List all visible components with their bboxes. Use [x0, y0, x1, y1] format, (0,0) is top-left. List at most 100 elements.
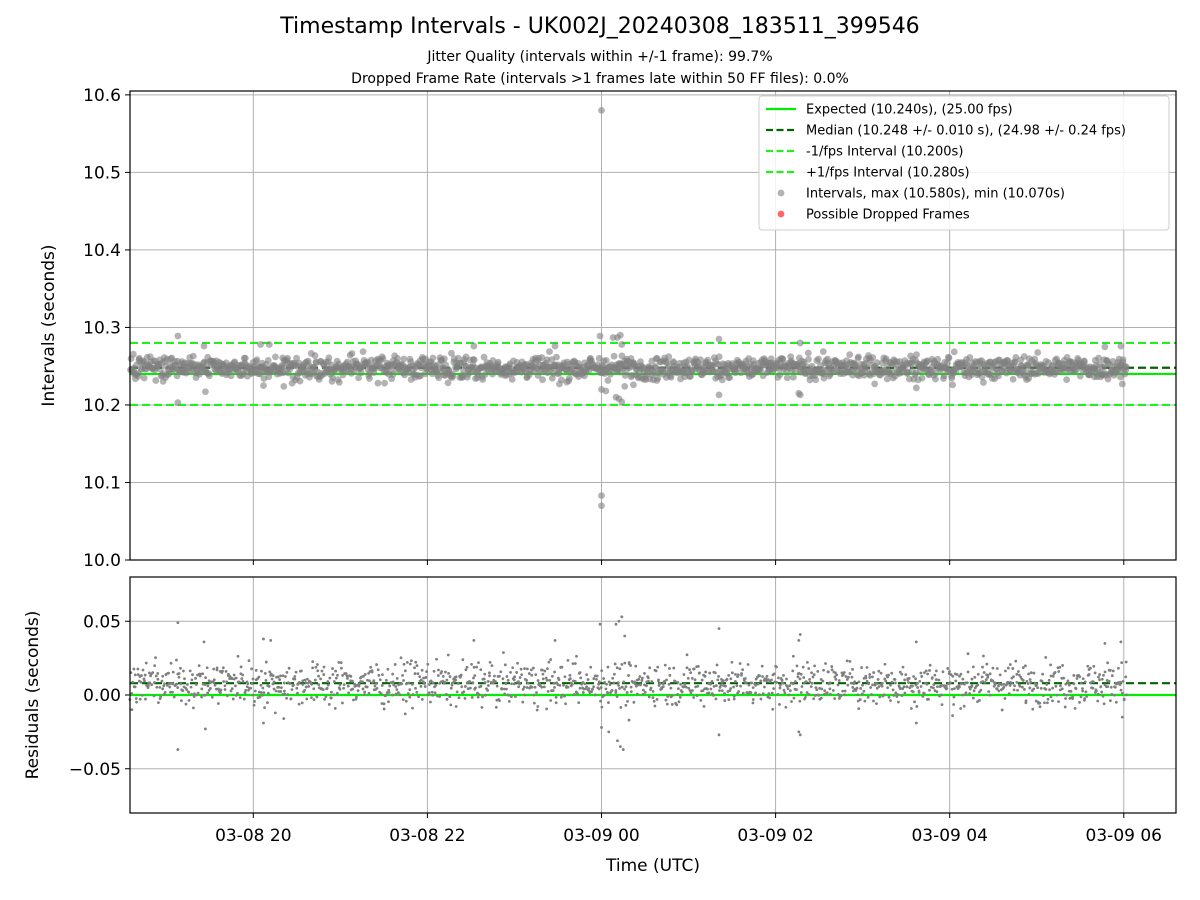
data-point: [919, 685, 923, 688]
data-point: [865, 679, 869, 683]
data-point: [564, 702, 568, 706]
data-point: [199, 672, 202, 676]
data-point: [926, 672, 930, 676]
data-point: [444, 379, 452, 387]
data-point: [194, 683, 198, 686]
data-point: [997, 689, 1001, 693]
data-point: [1021, 679, 1025, 682]
data-point: [866, 695, 870, 699]
data-point: [701, 689, 705, 693]
data-point: [589, 665, 593, 669]
data-point: [734, 672, 737, 676]
data-point: [729, 677, 733, 681]
data-point: [349, 674, 353, 678]
data-point: [647, 679, 650, 683]
data-point: [1124, 675, 1128, 679]
data-point: [283, 692, 287, 696]
data-point: [432, 669, 436, 673]
data-point: [650, 680, 654, 683]
data-point: [834, 671, 837, 675]
data-point: [592, 677, 596, 680]
data-point: [422, 676, 426, 680]
data-point: [403, 669, 407, 673]
data-point: [507, 693, 511, 697]
data-point: [1032, 687, 1036, 691]
data-point: [785, 685, 789, 688]
data-point: [293, 675, 297, 678]
data-point: [141, 668, 145, 672]
data-point: [606, 665, 610, 669]
data-point: [236, 654, 240, 658]
data-point: [618, 687, 621, 690]
data-point: [522, 685, 526, 689]
data-point: [619, 706, 623, 709]
data-point: [463, 697, 467, 700]
data-point: [391, 672, 395, 676]
data-point: [914, 640, 918, 644]
data-point: [678, 695, 682, 699]
legend-marker-swatch: [777, 189, 785, 197]
data-point: [746, 663, 750, 666]
data-point: [301, 683, 305, 686]
data-point: [622, 680, 626, 684]
data-point: [290, 688, 294, 692]
data-point: [474, 686, 477, 690]
data-point: [703, 674, 707, 678]
data-point: [366, 375, 373, 382]
data-point: [521, 700, 525, 704]
data-point: [770, 678, 773, 682]
data-point: [625, 691, 629, 694]
data-point: [437, 668, 440, 672]
data-point: [484, 693, 487, 697]
data-point: [546, 689, 550, 693]
data-point: [481, 695, 484, 699]
data-point: [486, 679, 490, 683]
data-point: [234, 684, 237, 688]
data-point: [427, 683, 431, 686]
data-point: [532, 666, 535, 670]
data-point: [909, 707, 913, 710]
data-point: [1028, 678, 1032, 681]
data-point: [654, 374, 662, 382]
legend-box: [758, 95, 1170, 231]
data-point: [566, 685, 570, 689]
data-point: [368, 679, 371, 683]
data-point: [649, 686, 653, 690]
intervals-panel: 10.0 10.1 10.2 10.3 10.4 10.5 10.6 Intervals (s…: [39, 86, 1177, 571]
data-point: [394, 692, 398, 696]
data-point: [274, 689, 278, 693]
data-point: [203, 683, 207, 687]
data-point: [749, 691, 753, 694]
data-point: [260, 693, 264, 697]
data-point: [645, 684, 648, 688]
data-point: [341, 701, 344, 705]
data-point: [844, 675, 848, 678]
data-point: [356, 689, 360, 693]
y-tick-label: 10.0: [83, 551, 121, 571]
data-point: [878, 695, 882, 699]
data-point: [587, 687, 591, 690]
data-point: [1098, 673, 1102, 676]
data-point: [209, 687, 212, 690]
data-point: [130, 692, 134, 695]
legend-entry-label: -1/fps Interval (10.200s): [806, 145, 963, 160]
data-point: [1044, 687, 1048, 691]
data-point: [519, 667, 523, 671]
data-point: [282, 681, 286, 685]
data-point: [860, 666, 864, 669]
data-point: [264, 678, 268, 682]
data-point: [788, 689, 792, 693]
data-point: [787, 693, 791, 697]
data-point: [933, 673, 937, 677]
data-point: [1079, 695, 1083, 699]
x-tick-label: 03-08 22: [389, 826, 465, 846]
data-point: [670, 694, 674, 698]
data-point: [751, 686, 755, 690]
data-point: [160, 679, 164, 683]
data-point: [607, 701, 610, 704]
data-point: [534, 673, 538, 677]
data-point: [868, 673, 872, 676]
data-point: [692, 667, 696, 671]
data-point: [148, 681, 152, 685]
